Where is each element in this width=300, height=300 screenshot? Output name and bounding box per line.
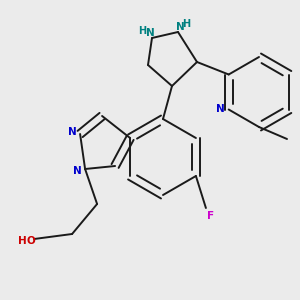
Text: N: N bbox=[176, 22, 184, 32]
Text: N: N bbox=[73, 166, 82, 176]
Text: H: H bbox=[18, 236, 26, 246]
Text: N: N bbox=[146, 28, 154, 38]
Text: H: H bbox=[138, 26, 146, 36]
Text: H: H bbox=[182, 19, 190, 29]
Text: N: N bbox=[68, 127, 76, 137]
Text: F: F bbox=[207, 211, 214, 221]
Text: O: O bbox=[27, 236, 35, 246]
Text: N: N bbox=[216, 104, 225, 115]
